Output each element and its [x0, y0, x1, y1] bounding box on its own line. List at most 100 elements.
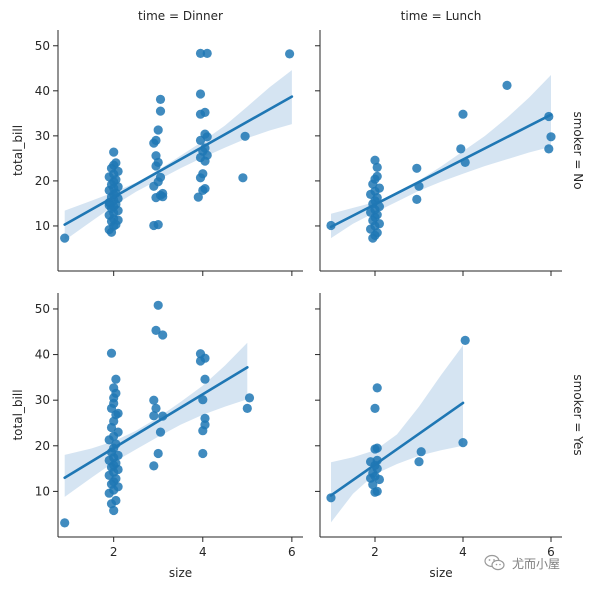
panel-r1-c1	[315, 293, 562, 542]
y-tick-label: 20	[35, 439, 50, 453]
data-point	[151, 403, 161, 413]
confidence-band	[331, 345, 463, 523]
data-point	[200, 413, 210, 423]
data-point	[153, 125, 163, 135]
y-tick-label: 20	[35, 174, 50, 188]
facet-row-title: smoker = No	[571, 111, 585, 189]
data-point	[151, 325, 161, 335]
data-point	[193, 192, 203, 202]
facet-row-title: smoker = Yes	[571, 374, 585, 455]
confidence-band	[64, 342, 248, 497]
x-tick-label: 6	[288, 545, 296, 559]
data-point	[151, 135, 161, 145]
data-point	[412, 194, 422, 204]
data-point	[546, 132, 556, 142]
data-point	[60, 518, 70, 528]
y-tick-label: 50	[35, 302, 50, 316]
y-tick-label: 50	[35, 39, 50, 53]
data-point	[372, 486, 382, 496]
data-point	[198, 395, 208, 405]
data-point	[198, 169, 208, 179]
data-point	[158, 330, 168, 340]
x-axis-label: size	[429, 566, 452, 580]
data-point	[244, 393, 255, 403]
data-point	[370, 155, 380, 165]
data-point	[372, 443, 382, 453]
data-point	[195, 48, 206, 59]
data-point	[153, 220, 163, 230]
x-tick-label: 2	[110, 545, 118, 559]
y-tick-label: 10	[35, 484, 50, 498]
data-point	[458, 438, 468, 448]
data-point	[106, 227, 117, 237]
data-point	[155, 106, 166, 116]
data-point	[456, 144, 466, 154]
data-point	[158, 192, 168, 202]
data-point	[155, 427, 166, 437]
y-tick-label: 30	[35, 129, 50, 143]
data-point	[200, 374, 210, 384]
x-axis-label: size	[169, 566, 192, 580]
data-point	[200, 107, 210, 117]
data-point	[104, 200, 114, 210]
data-point	[285, 49, 295, 59]
data-point	[109, 147, 119, 157]
x-tick-label: 4	[199, 545, 207, 559]
data-point	[151, 151, 161, 161]
data-point	[109, 383, 119, 393]
data-point	[200, 184, 210, 194]
data-point	[458, 109, 468, 119]
data-point	[372, 383, 382, 393]
data-point	[412, 163, 422, 173]
facet-col-title: time = Lunch	[401, 9, 482, 23]
watermark-text: 尤而小屋	[512, 556, 561, 571]
data-point	[326, 493, 336, 503]
y-axis-label: total_bill	[11, 389, 25, 440]
y-tick-label: 10	[35, 219, 50, 233]
regression-line	[329, 113, 553, 229]
data-point	[155, 94, 166, 104]
data-point	[153, 448, 163, 459]
data-point	[149, 395, 159, 405]
data-point	[544, 144, 554, 154]
data-point	[111, 158, 121, 168]
data-point	[60, 233, 70, 243]
x-tick-label: 2	[371, 545, 379, 559]
regression-line	[63, 366, 249, 480]
data-point	[149, 461, 159, 471]
confidence-band	[331, 75, 551, 239]
watermark: 尤而小屋	[484, 554, 560, 572]
data-point	[153, 300, 163, 310]
data-point	[200, 129, 210, 139]
y-tick-label: 40	[35, 348, 50, 362]
data-point	[113, 408, 123, 418]
x-tick-label: 6	[547, 545, 555, 559]
panel-r0-c0	[53, 30, 303, 276]
data-point	[502, 80, 512, 90]
data-point	[374, 183, 384, 193]
data-point	[372, 171, 382, 181]
data-point	[111, 495, 121, 506]
data-point	[238, 173, 248, 183]
regression-line	[63, 95, 294, 226]
data-point	[372, 162, 382, 172]
y-tick-label: 30	[35, 393, 50, 407]
confidence-band	[64, 70, 292, 241]
data-point	[149, 411, 159, 421]
data-point	[113, 427, 123, 437]
data-point	[240, 131, 250, 141]
data-point	[106, 348, 117, 358]
y-axis-label: total_bill	[11, 125, 25, 176]
y-tick-label: 40	[35, 84, 50, 98]
data-point	[460, 335, 470, 345]
x-tick-label: 4	[459, 545, 467, 559]
data-point	[195, 89, 206, 99]
panel-r1-c0	[53, 293, 303, 542]
data-point	[113, 215, 123, 225]
data-point	[202, 48, 212, 59]
facet-col-title: time = Dinner	[138, 9, 223, 23]
panel-r0-c1	[315, 30, 562, 276]
data-point	[111, 374, 121, 384]
data-point	[155, 172, 166, 182]
